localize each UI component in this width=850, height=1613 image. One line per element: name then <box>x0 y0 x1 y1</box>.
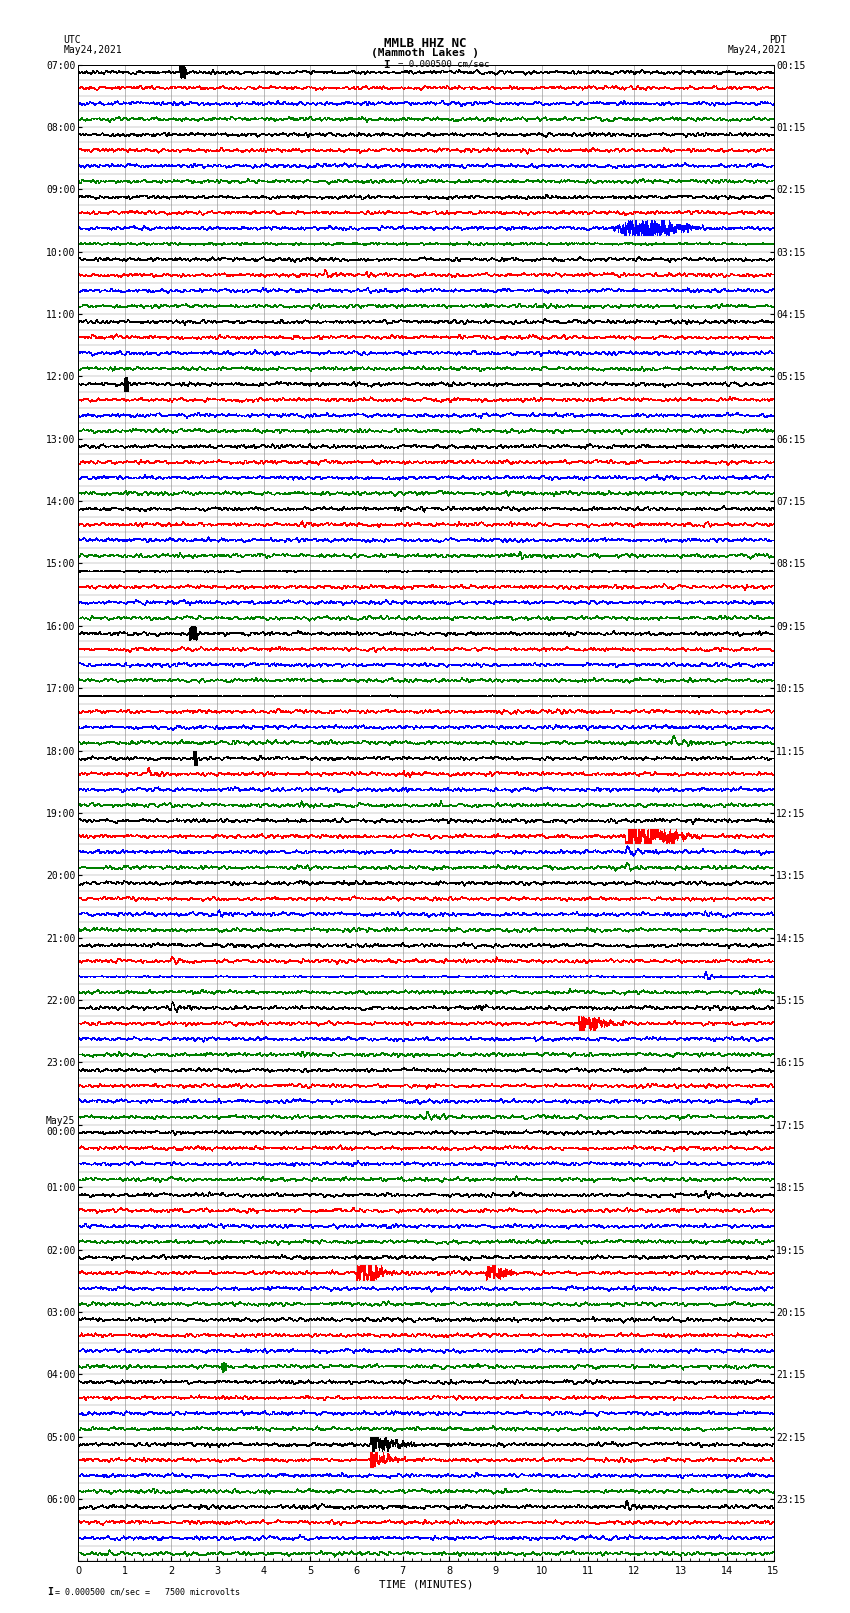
Text: May24,2021: May24,2021 <box>64 45 122 55</box>
Text: PDT: PDT <box>768 35 786 45</box>
Text: May24,2021: May24,2021 <box>728 45 786 55</box>
Text: = 0.000500 cm/sec =   7500 microvolts: = 0.000500 cm/sec = 7500 microvolts <box>55 1587 241 1597</box>
Text: (Mammoth Lakes ): (Mammoth Lakes ) <box>371 48 479 58</box>
X-axis label: TIME (MINUTES): TIME (MINUTES) <box>378 1579 473 1589</box>
Text: I: I <box>383 60 390 69</box>
Text: I: I <box>47 1587 53 1597</box>
Text: UTC: UTC <box>64 35 82 45</box>
Text: MMLB HHZ NC: MMLB HHZ NC <box>383 37 467 50</box>
Text: = 0.000500 cm/sec: = 0.000500 cm/sec <box>398 60 490 69</box>
